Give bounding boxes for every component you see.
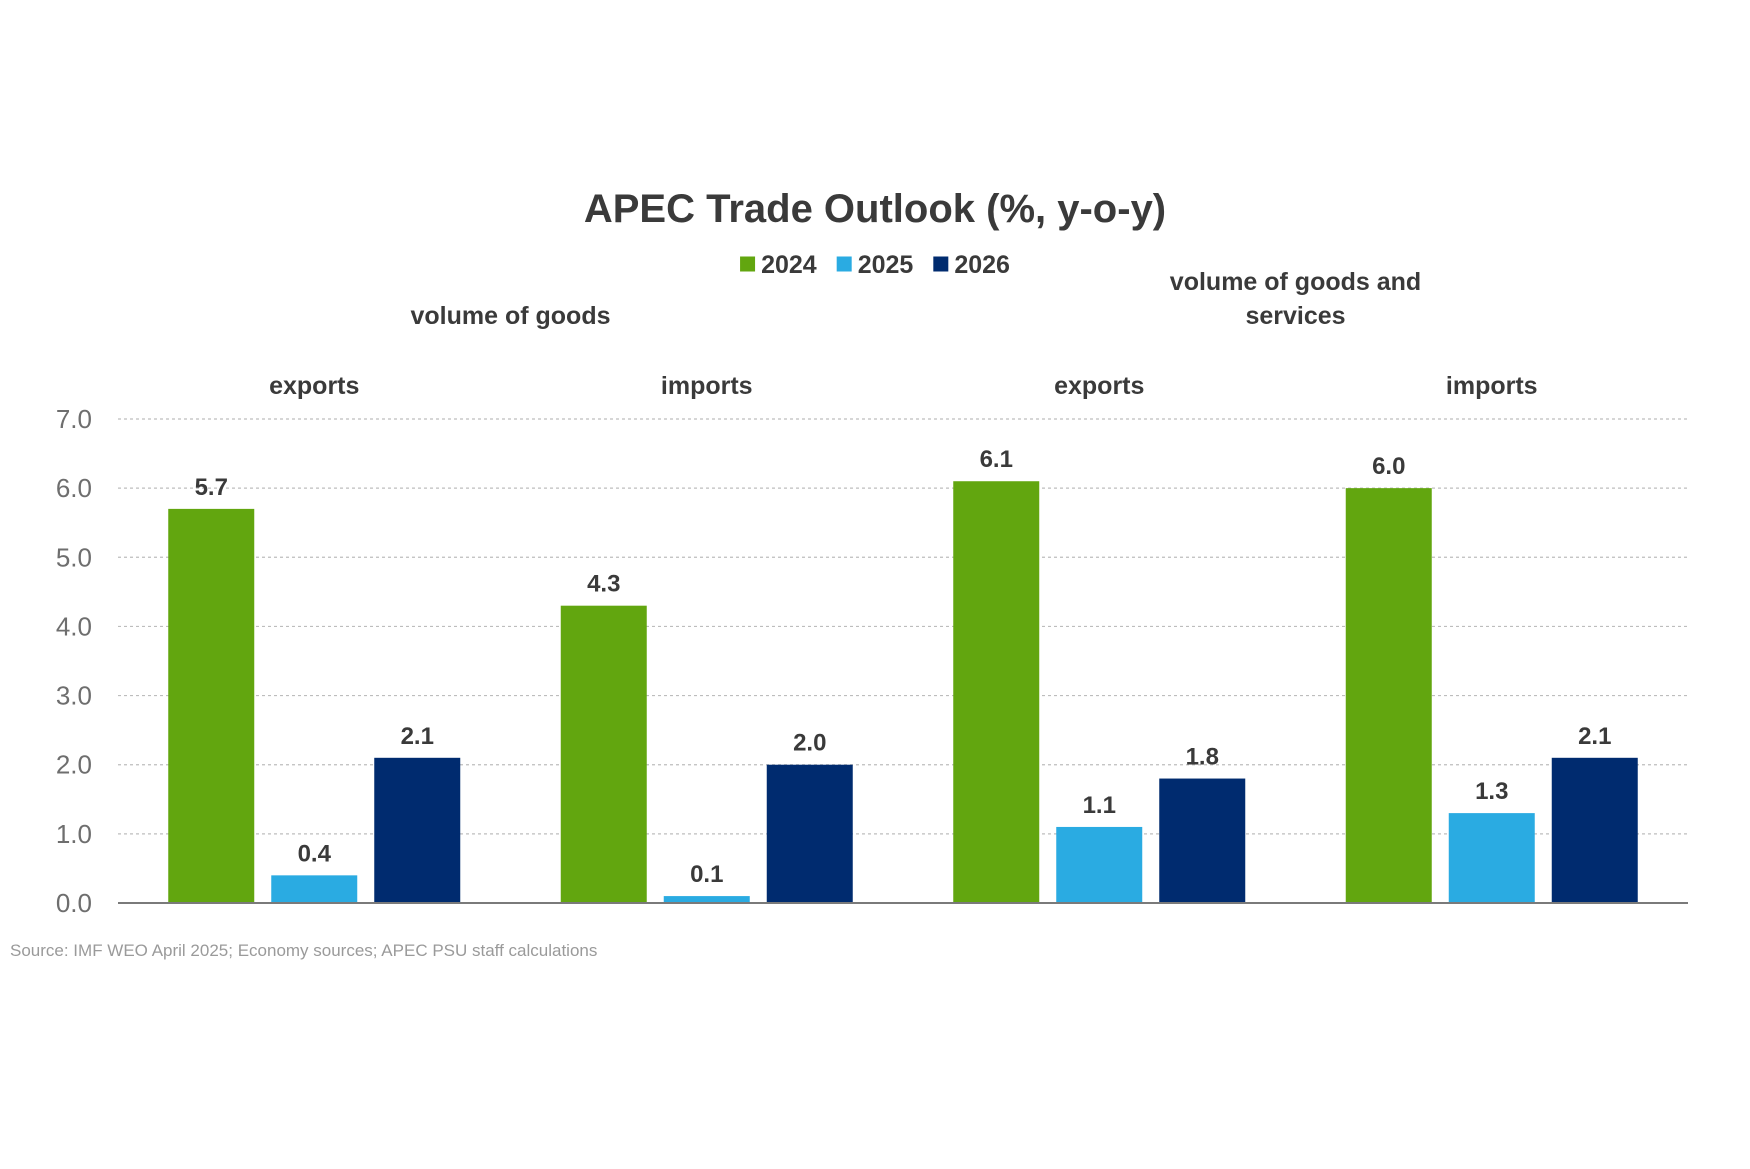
data-label: 1.1 bbox=[1083, 792, 1116, 819]
bar-2026-exports bbox=[374, 757, 461, 903]
data-label: 2.0 bbox=[793, 730, 826, 757]
data-labels: 5.7 0.4 2.1 4.3 0.1 2.0 6.1 1.1 1.8 6.0 1.3 2.1 bbox=[195, 446, 1612, 888]
bar-2026-exports bbox=[1159, 778, 1246, 903]
legend-label: 2025 bbox=[858, 251, 914, 279]
bar-2026-imports bbox=[1551, 757, 1638, 903]
legend-label: 2026 bbox=[954, 251, 1010, 279]
bar-2024-imports bbox=[560, 605, 647, 903]
group-label: volume of goods and bbox=[1170, 268, 1421, 296]
bar-2025-exports bbox=[1056, 826, 1143, 903]
bar-2025-exports bbox=[271, 875, 358, 903]
y-tick-label: 6.0 bbox=[56, 473, 92, 503]
legend: 2024 2025 2026 bbox=[740, 251, 1010, 279]
y-tick-label: 1.0 bbox=[56, 819, 92, 849]
gridlines bbox=[118, 418, 1688, 835]
legend-swatch bbox=[933, 256, 949, 272]
category-label: imports bbox=[1446, 372, 1538, 400]
data-label: 1.8 bbox=[1186, 744, 1219, 771]
data-label: 5.7 bbox=[195, 474, 228, 501]
bar-2026-imports bbox=[766, 764, 853, 903]
legend-label: 2024 bbox=[761, 251, 817, 279]
data-label: 1.3 bbox=[1475, 778, 1508, 805]
bar-2024-exports bbox=[953, 481, 1040, 903]
group-label: services bbox=[1245, 302, 1345, 330]
source-note: Source: IMF WEO April 2025; Economy sour… bbox=[10, 941, 597, 960]
y-tick-label: 3.0 bbox=[56, 681, 92, 711]
category-label: imports bbox=[661, 372, 753, 400]
category-label: exports bbox=[1054, 372, 1144, 400]
bar-2024-exports bbox=[168, 508, 255, 903]
bars bbox=[168, 481, 1638, 903]
data-label: 0.1 bbox=[690, 861, 723, 888]
chart-title: APEC Trade Outlook (%, y-o-y) bbox=[584, 187, 1166, 231]
legend-swatch bbox=[740, 256, 756, 272]
data-label: 0.4 bbox=[298, 840, 332, 867]
y-tick-label: 5.0 bbox=[56, 542, 92, 572]
category-labels: exports imports exports imports bbox=[269, 372, 1538, 400]
group-labels: volume of goods volume of goods and servic… bbox=[411, 268, 1422, 330]
data-label: 6.1 bbox=[980, 446, 1013, 473]
y-axis-ticks: 0.0 1.0 2.0 3.0 4.0 5.0 6.0 7.0 bbox=[56, 404, 92, 918]
data-label: 6.0 bbox=[1372, 453, 1405, 480]
category-label: exports bbox=[269, 372, 359, 400]
data-label: 4.3 bbox=[587, 571, 620, 598]
data-label: 2.1 bbox=[1578, 723, 1611, 750]
bar-2025-imports bbox=[663, 896, 750, 903]
y-tick-label: 4.0 bbox=[56, 611, 92, 641]
y-tick-label: 7.0 bbox=[56, 404, 92, 434]
y-tick-label: 2.0 bbox=[56, 750, 92, 780]
y-tick-label: 0.0 bbox=[56, 888, 92, 918]
bar-2025-imports bbox=[1448, 813, 1535, 903]
data-label: 2.1 bbox=[401, 723, 434, 750]
legend-swatch bbox=[836, 256, 852, 272]
bar-2024-imports bbox=[1345, 488, 1432, 903]
group-label: volume of goods bbox=[411, 302, 611, 330]
